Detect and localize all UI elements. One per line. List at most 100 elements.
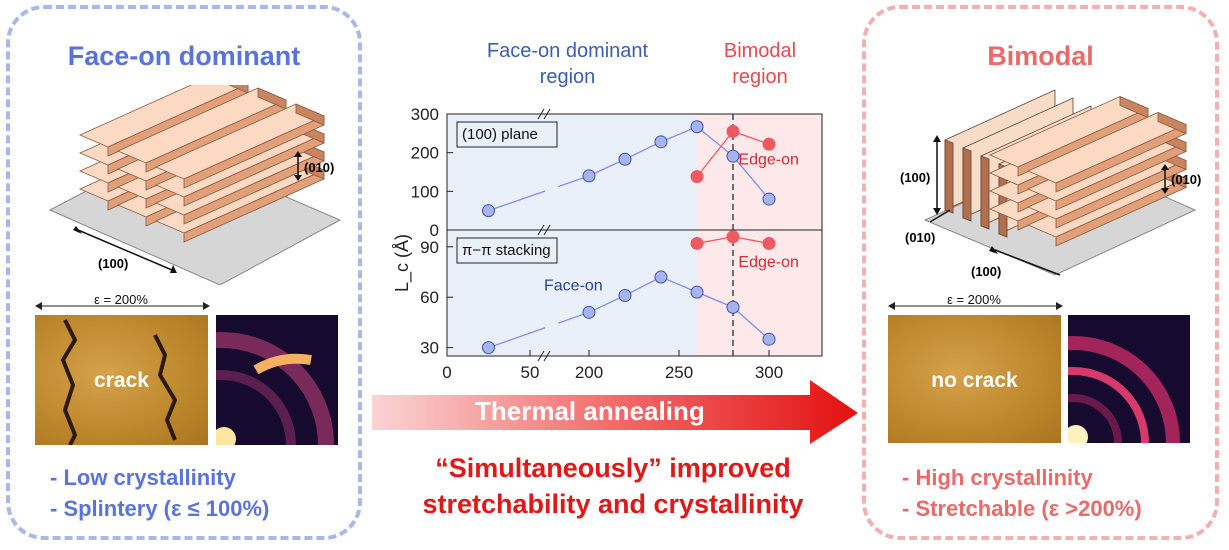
right-strain-label: ε = 200% (947, 292, 1001, 307)
face-on-point (618, 289, 632, 303)
face-on-region-bg (447, 230, 697, 356)
y-tick-label: 30 (420, 339, 439, 358)
label-100-left: (100) (900, 170, 930, 185)
series-line (732, 306, 770, 340)
bullet-splintery: - Splintery (ε ≤ 100%) (50, 496, 270, 521)
series-line (624, 276, 662, 297)
right-panel-title: Bimodal (987, 41, 1094, 71)
axis-break (543, 224, 551, 236)
bullet-low-crystallinity: - Low crystallinity (50, 465, 236, 490)
y-axis-label: L_c (Å) (392, 234, 413, 292)
axis-break (537, 350, 545, 362)
face-on-point (654, 135, 668, 149)
left-strain-arrow (35, 302, 210, 310)
left-panel: Face-on dominant (6, 5, 362, 540)
face-on-point (726, 300, 740, 314)
series-line (660, 276, 698, 293)
face-on-stack-illustration: (010) (100) (48, 85, 342, 285)
panel-label-box (456, 121, 558, 148)
x-tick-label: 300 (755, 363, 783, 382)
series-line (696, 126, 734, 157)
label-010-bottom: (010) (905, 230, 935, 245)
panel-label-box (456, 237, 558, 264)
face-on-point (482, 204, 495, 218)
crack-marks (60, 319, 178, 445)
thermal-annealing-label: Thermal annealing (475, 396, 705, 426)
conclusion-text: “Simultaneously” improved stretchability… (422, 453, 804, 519)
region-left-label: Face-on dominant region (486, 40, 649, 88)
right-bullets: - High crystallinity - Stretchable (ε >2… (902, 462, 1142, 524)
right-micrograph: no crack (888, 315, 1061, 443)
y-tick-label: 90 (420, 238, 439, 257)
series-line (488, 175, 590, 212)
series-line (588, 294, 626, 313)
bimodal-region-bg (697, 114, 822, 230)
edge-on-plate-side (962, 147, 972, 222)
x-tick-label: 0 (442, 363, 451, 382)
label-010: (010) (304, 160, 334, 175)
series-line (660, 126, 698, 143)
y-tick-label: 200 (411, 144, 439, 163)
series-line (696, 130, 734, 178)
face-on-point (654, 270, 668, 284)
edge-on-point (690, 170, 704, 184)
crystal-size-chart: 0 100 200 300 (100) plane Face-on Edge-on 30 60 9… (392, 105, 823, 382)
edge-on-point (690, 236, 704, 250)
face-on-slab (79, 85, 247, 148)
axis-break (543, 108, 551, 120)
series-line (696, 291, 734, 308)
bullet-stretchable: - Stretchable (ε >200%) (902, 496, 1142, 521)
face-on-point (582, 305, 596, 319)
right-xray-pattern (1068, 315, 1190, 443)
left-micrograph-label: crack (94, 369, 149, 392)
face-on-slab-side (295, 103, 325, 126)
edge-on-point (762, 236, 776, 250)
right-micrograph-label: no crack (931, 369, 1018, 392)
series-line (588, 158, 626, 177)
y-tick-label: 100 (411, 182, 439, 201)
edge-on-series-label: Edge-on (738, 254, 799, 271)
face-on-point (482, 341, 495, 355)
series-line (732, 155, 770, 200)
bimodal-slab-side (1157, 111, 1187, 135)
face-on-series-label: Face-on (544, 277, 603, 294)
x-tick-label: 50 (521, 363, 540, 382)
bimodal-region-bg (697, 230, 822, 356)
edge-on-plate-side (944, 139, 954, 214)
right-panel: Bimodal (862, 5, 1219, 540)
x-tick-label: 200 (575, 363, 603, 382)
series-line (624, 141, 662, 160)
edge-on-point (726, 124, 740, 138)
edge-on-series-label: Edge-on (738, 151, 799, 168)
left-xray-pattern (216, 315, 338, 445)
series-line (488, 311, 590, 349)
edge-on-point (762, 137, 776, 151)
face-on-point (690, 285, 704, 299)
left-micrograph: crack (35, 315, 208, 445)
y-tick-label: 0 (430, 221, 439, 240)
panel-label: (100) plane (462, 126, 538, 143)
axis-break (537, 224, 545, 236)
face-on-point (762, 332, 776, 346)
edge-on-plate-side (980, 155, 990, 230)
thermal-annealing-arrow (372, 380, 858, 444)
label-010-right: (010) (1171, 172, 1201, 187)
y-tick-label: 60 (420, 288, 439, 307)
right-strain-arrow (888, 302, 1063, 310)
face-on-point (582, 169, 596, 183)
plot-frame (446, 229, 823, 357)
axis-break (543, 350, 551, 362)
edge-on-point (726, 230, 740, 244)
face-on-point (762, 192, 776, 206)
label-100: (100) (98, 256, 128, 271)
face-on-point (726, 149, 740, 163)
bimodal-stack-illustration: (100) (010) (010) (100) (900, 89, 1201, 279)
left-strain-label: ε = 200% (94, 292, 148, 307)
left-bullets: - Low crystallinity - Splintery (ε ≤ 100… (50, 462, 269, 524)
label-100-bottom: (100) (971, 264, 1001, 279)
axis-break (537, 108, 545, 120)
y-tick-label: 300 (411, 105, 439, 124)
left-panel-title: Face-on dominant (67, 41, 301, 71)
x-tick-label: 250 (665, 363, 693, 382)
face-on-point (618, 152, 632, 166)
